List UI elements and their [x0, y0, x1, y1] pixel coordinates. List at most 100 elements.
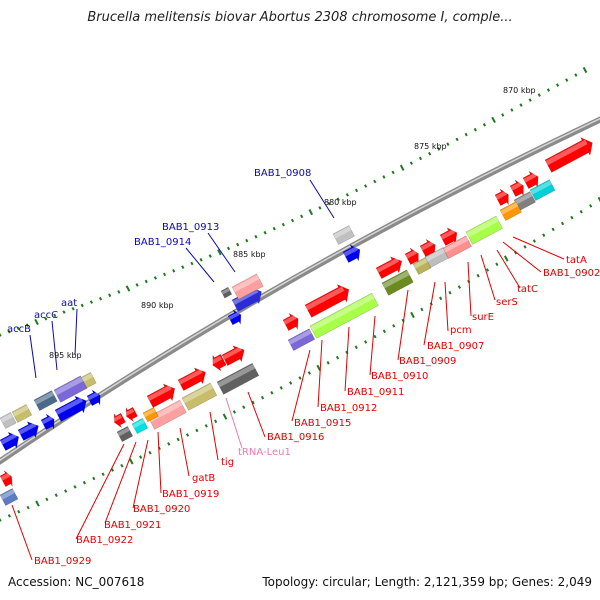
- gene-arrow[interactable]: [304, 281, 354, 320]
- gene-label[interactable]: BAB1_0920: [133, 504, 190, 515]
- gene-label[interactable]: BAB1_0919: [162, 489, 219, 500]
- gene-label[interactable]: tatC: [517, 284, 538, 295]
- gene-arrow[interactable]: [342, 242, 365, 265]
- gene-label[interactable]: BAB1_0921: [104, 520, 161, 531]
- gene-arrow[interactable]: [17, 418, 43, 443]
- gene-arrow[interactable]: [282, 311, 303, 333]
- minor-tick: [589, 204, 593, 208]
- leader-line: [29, 334, 37, 379]
- minor-tick: [373, 179, 377, 184]
- gene-arrow[interactable]: [0, 469, 16, 490]
- scale-ticks: [0, 66, 600, 522]
- gene-box[interactable]: [181, 382, 218, 411]
- gene-label[interactable]: aat: [61, 298, 77, 309]
- gene-label[interactable]: BAB1_0915: [294, 418, 351, 429]
- gene-arrow[interactable]: [54, 392, 91, 424]
- gene-box[interactable]: [332, 225, 355, 245]
- gene-box[interactable]: [499, 201, 522, 221]
- gene-box[interactable]: [0, 488, 19, 506]
- minor-tick: [336, 197, 340, 202]
- gene-box[interactable]: [116, 426, 134, 443]
- scale-label-890: 890 kbp: [141, 301, 174, 310]
- minor-tick: [326, 361, 330, 365]
- minor-tick: [318, 206, 322, 210]
- gene-arrow[interactable]: [375, 253, 406, 281]
- minor-tick: [80, 303, 84, 308]
- gene-box[interactable]: [381, 269, 414, 296]
- gene-arrow[interactable]: [544, 134, 598, 175]
- gene-label[interactable]: BAB1_0909: [399, 356, 456, 367]
- gene-label[interactable]: BAB1_0913: [162, 222, 219, 233]
- gene-label[interactable]: BAB1_0911: [347, 387, 404, 398]
- minor-tick: [457, 285, 461, 289]
- gene-box[interactable]: [0, 412, 17, 429]
- gene-label[interactable]: BAB1_0912: [320, 403, 377, 414]
- gene-label[interactable]: gatB: [192, 473, 215, 484]
- gene-box[interactable]: [33, 390, 58, 411]
- gene-label[interactable]: BAB1_0922: [76, 535, 133, 546]
- gene-label[interactable]: BAB1_0914: [134, 237, 191, 248]
- gene-box[interactable]: [465, 215, 503, 245]
- minor-tick: [327, 201, 331, 206]
- gene-arrow[interactable]: [40, 412, 59, 433]
- gene-arrow[interactable]: [123, 405, 139, 424]
- gene-arrow[interactable]: [404, 246, 423, 268]
- minor-tick: [281, 222, 285, 227]
- gene-label[interactable]: serS: [496, 297, 518, 308]
- gene-box[interactable]: [216, 362, 260, 395]
- minor-tick: [44, 316, 48, 321]
- leader-line: [207, 232, 236, 273]
- gene-arrow[interactable]: [111, 411, 127, 430]
- minor-tick: [245, 238, 249, 243]
- gene-box[interactable]: [287, 328, 316, 351]
- gene-box[interactable]: [412, 257, 432, 275]
- gene-arrow[interactable]: [221, 342, 249, 368]
- leader-line: [74, 308, 78, 356]
- major-tick: [217, 249, 222, 256]
- gene-arrow[interactable]: [227, 308, 245, 328]
- gene-arrow[interactable]: [509, 178, 528, 200]
- gene-arrow[interactable]: [419, 237, 440, 259]
- gene-label[interactable]: BAB1_0907: [427, 341, 484, 352]
- gene-label[interactable]: BAB1_0910: [371, 371, 428, 382]
- gene-box[interactable]: [231, 273, 264, 300]
- gene-label[interactable]: tig: [221, 457, 234, 468]
- gene-label[interactable]: pcm: [450, 325, 472, 336]
- gene-label[interactable]: BAB1_0929: [34, 556, 91, 567]
- gene-arrow[interactable]: [522, 169, 543, 191]
- gene-label[interactable]: accC: [34, 310, 58, 321]
- gene-arrow[interactable]: [0, 429, 23, 453]
- minor-tick: [62, 310, 66, 314]
- gene-label[interactable]: accB: [7, 324, 31, 335]
- gene-arrow[interactable]: [439, 225, 462, 248]
- scale-label-870: 870 kbp: [503, 86, 536, 95]
- gene-box[interactable]: [53, 375, 88, 403]
- minor-tick: [409, 161, 413, 165]
- gene-arrow[interactable]: [86, 388, 105, 409]
- gene-label[interactable]: tRNA-Leu1: [238, 447, 291, 458]
- gene-arrow[interactable]: [209, 352, 228, 374]
- gene-box[interactable]: [147, 399, 187, 430]
- gene-box[interactable]: [309, 292, 379, 339]
- gene-label[interactable]: BAB1_0916: [267, 432, 324, 443]
- minor-tick: [185, 433, 190, 437]
- gene-box[interactable]: [131, 418, 149, 435]
- gene-features[interactable]: [0, 134, 597, 506]
- gene-arrow[interactable]: [494, 187, 513, 209]
- label-leaders: [11, 179, 565, 561]
- gene-label[interactable]: BAB1_0908: [254, 168, 311, 179]
- minor-tick: [528, 98, 532, 102]
- gene-label[interactable]: BAB1_0902: [543, 268, 600, 279]
- gene-label[interactable]: tatA: [566, 255, 587, 266]
- gene-arrow[interactable]: [146, 380, 180, 410]
- gene-box[interactable]: [11, 404, 33, 423]
- gene-box[interactable]: [442, 235, 472, 259]
- minor-tick: [272, 226, 276, 231]
- gene-box[interactable]: [220, 286, 233, 299]
- gene-label[interactable]: surE: [472, 312, 494, 323]
- major-tick: [34, 318, 39, 326]
- gene-arrow[interactable]: [177, 364, 210, 393]
- gene-box[interactable]: [142, 407, 159, 423]
- gene-box[interactable]: [529, 179, 556, 201]
